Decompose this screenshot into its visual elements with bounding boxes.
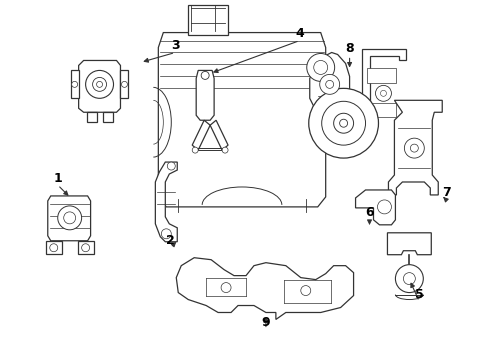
Polygon shape [196,71,214,120]
Polygon shape [121,71,128,98]
Text: 1: 1 [53,171,62,185]
Circle shape [301,285,311,296]
Circle shape [86,71,114,98]
Polygon shape [356,190,395,225]
Polygon shape [192,120,210,150]
Polygon shape [362,49,406,123]
Polygon shape [77,241,94,254]
Circle shape [97,81,102,87]
Polygon shape [210,120,228,150]
Circle shape [322,101,366,145]
Text: 3: 3 [171,39,179,52]
Circle shape [377,200,392,214]
Polygon shape [158,32,326,207]
Circle shape [192,147,198,153]
Text: 8: 8 [345,42,354,55]
Polygon shape [155,162,177,242]
Circle shape [404,138,424,158]
Circle shape [319,75,340,94]
Circle shape [375,85,392,101]
Polygon shape [87,112,97,122]
Circle shape [161,229,172,239]
Polygon shape [388,233,431,255]
Circle shape [309,88,378,158]
Circle shape [307,54,335,81]
Circle shape [72,81,77,87]
Circle shape [395,265,423,293]
Circle shape [334,113,354,133]
Circle shape [93,77,106,91]
Text: 6: 6 [365,206,374,219]
Circle shape [167,162,175,170]
Polygon shape [389,100,442,195]
Circle shape [403,273,416,285]
Text: 2: 2 [166,234,174,247]
Bar [367,103,396,117]
Text: 5: 5 [415,288,424,301]
Bar [188,5,228,35]
Polygon shape [46,241,62,254]
Text: 4: 4 [295,27,304,40]
Circle shape [340,119,347,127]
Circle shape [221,283,231,293]
Circle shape [326,80,334,88]
Polygon shape [310,53,349,118]
Circle shape [50,244,58,252]
Circle shape [410,144,418,152]
Circle shape [58,206,82,230]
Circle shape [64,212,75,224]
Polygon shape [176,258,354,319]
Circle shape [201,71,209,80]
Polygon shape [48,196,91,241]
Circle shape [314,60,328,75]
Circle shape [82,244,90,252]
Polygon shape [78,60,121,112]
Polygon shape [71,71,78,98]
Text: 7: 7 [442,186,451,199]
Polygon shape [102,112,113,122]
Bar [367,68,396,84]
Circle shape [122,81,127,87]
Circle shape [380,90,387,96]
Circle shape [222,147,228,153]
Text: 9: 9 [262,316,270,329]
